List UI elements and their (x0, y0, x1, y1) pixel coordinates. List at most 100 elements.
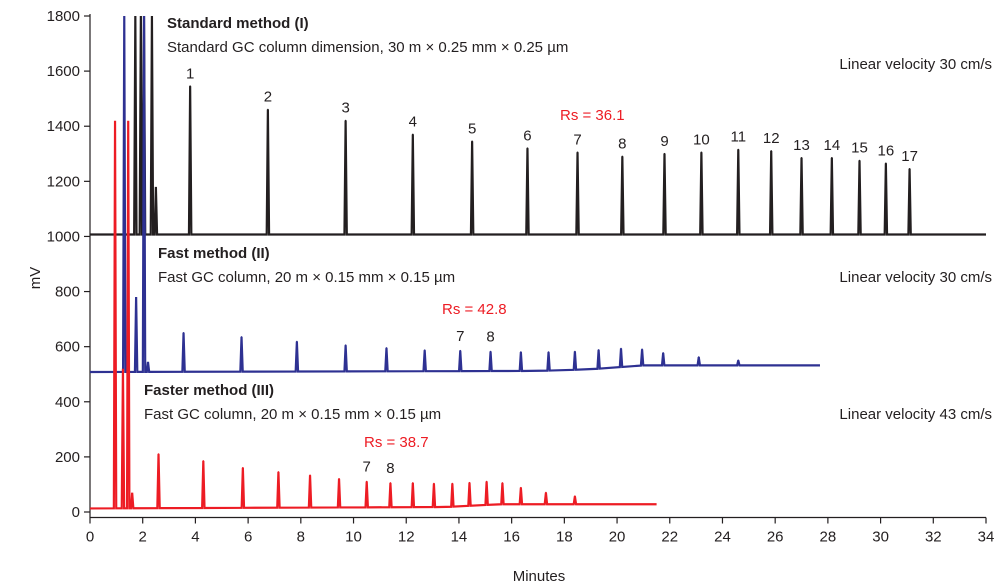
faster-method-title: Faster method (III) (144, 382, 274, 399)
fast-peak-apex (547, 351, 550, 354)
faster-peak-apex (451, 482, 454, 485)
standard-peak-label: 16 (878, 142, 895, 159)
x-tick-label: 34 (978, 529, 995, 546)
y-tick-label: 1200 (47, 173, 80, 190)
x-tick-label: 30 (872, 529, 889, 546)
standard-peak-apex (884, 162, 887, 165)
fast-velocity: Linear velocity 30 cm/s (839, 269, 992, 286)
standard-peak-apex (908, 168, 911, 170)
standard-peak-label: 10 (693, 131, 710, 148)
standard-peak-label: 1 (186, 65, 194, 82)
y-tick-label: 1800 (47, 8, 80, 25)
standard-peak-label: 4 (409, 113, 417, 130)
standard-peak-apex (344, 119, 347, 122)
standard-peak-apex (770, 150, 773, 152)
traces (89, 15, 986, 510)
fast-method-title: Fast method (II) (158, 245, 270, 262)
faster-peak-apex (573, 495, 576, 498)
faster-peak-apex (389, 482, 392, 484)
y-axis-title: mV (27, 267, 44, 290)
x-tick-label: 16 (503, 529, 520, 546)
standard-method-subtitle: Standard GC column dimension, 30 m × 0.2… (167, 39, 568, 56)
fast-peak-apex (295, 340, 298, 343)
faster-peak-apex (309, 474, 311, 477)
standard-peak-label: 2 (264, 89, 272, 106)
x-axis-title: Minutes (513, 568, 566, 585)
fast-peak-apex (641, 348, 643, 351)
x-tick-label: 14 (451, 529, 468, 546)
x-tick-label: 28 (820, 529, 837, 546)
y-tick-label: 400 (55, 394, 80, 411)
fast-peak-label: 8 (486, 329, 494, 346)
standard-peak-apex (700, 151, 703, 154)
faster-peak-apex (411, 482, 414, 484)
standard-peak-apex (621, 155, 624, 158)
standard-velocity: Linear velocity 30 cm/s (839, 56, 992, 73)
y-tick-label: 0 (72, 504, 80, 521)
faster-velocity: Linear velocity 43 cm/s (839, 406, 992, 423)
standard-peak-label: 13 (793, 137, 810, 154)
x-tick-label: 18 (556, 529, 573, 546)
faster-peak-apex (338, 478, 340, 480)
x-tick-label: 10 (345, 529, 362, 546)
standard-peak-apex (411, 133, 414, 136)
standard-peak-label: 5 (468, 120, 476, 137)
fast-peak-apex (182, 331, 185, 334)
faster-peak-apex (545, 491, 547, 494)
x-tick-label: 26 (767, 529, 784, 546)
faster-peak-apex (485, 480, 488, 483)
faster-rs-label: Rs = 38.7 (364, 434, 429, 451)
fast-peak-apex (662, 352, 665, 354)
standard-rs-label: Rs = 36.1 (560, 107, 625, 124)
faster-peak-apex (241, 467, 244, 469)
x-tick-label: 8 (297, 529, 305, 546)
faster-peak-apex (501, 482, 504, 484)
standard-peak-apex (858, 159, 861, 162)
faster-peak-apex (365, 480, 368, 483)
standard-peak-apex (471, 140, 474, 143)
standard-peak-apex (526, 147, 529, 150)
y-tick-label: 1000 (47, 228, 80, 245)
standard-peak-apex (266, 108, 269, 111)
faster-peak-apex (157, 453, 160, 456)
faster-method-subtitle: Fast GC column, 20 m × 0.15 mm × 0.15 µm (144, 406, 441, 423)
x-tick-label: 12 (398, 529, 415, 546)
x-tick-label: 20 (609, 529, 626, 546)
y-tick-label: 200 (55, 449, 80, 466)
faster-peak-label: 8 (386, 460, 394, 477)
x-tick-label: 2 (139, 529, 147, 546)
faster-peak-apex (519, 486, 522, 489)
fast-peak-apex (620, 347, 622, 350)
fast-peak-apex (519, 351, 522, 354)
standard-method-trace (90, 15, 986, 236)
x-tick-label: 4 (191, 529, 199, 546)
fast-peak-apex (597, 349, 600, 351)
standard-peak-label: 17 (901, 148, 918, 165)
standard-method-title: Standard method (I) (167, 15, 309, 32)
fast-peak-apex (344, 344, 347, 347)
faster-peak-label: 7 (363, 459, 371, 476)
fast-peak-apex (423, 349, 426, 352)
faster-peak-apex (468, 481, 471, 484)
standard-peak-label: 9 (660, 133, 668, 150)
fast-method-trace (89, 15, 820, 374)
faster-peak-apex (277, 471, 280, 473)
fast-method-subtitle: Fast GC column, 20 m × 0.15 mm × 0.15 µm (158, 269, 455, 286)
annotations: mV Minutes Standard method (I) Standard … (27, 15, 992, 585)
fast-peak-apex (489, 350, 492, 353)
fast-peak-apex (737, 359, 740, 362)
y-tick-label: 1400 (47, 118, 80, 135)
standard-peak-label: 3 (341, 100, 349, 117)
standard-peak-apex (576, 151, 579, 154)
y-tick-label: 1600 (47, 63, 80, 80)
fast-peak-apex (697, 356, 700, 359)
y-tick-label: 800 (55, 284, 80, 301)
standard-peak-label: 15 (851, 140, 868, 157)
y-tick-label: 600 (55, 339, 80, 356)
fast-peak-label: 7 (456, 328, 464, 345)
standard-peak-apex (189, 85, 192, 88)
standard-peak-apex (830, 157, 833, 159)
